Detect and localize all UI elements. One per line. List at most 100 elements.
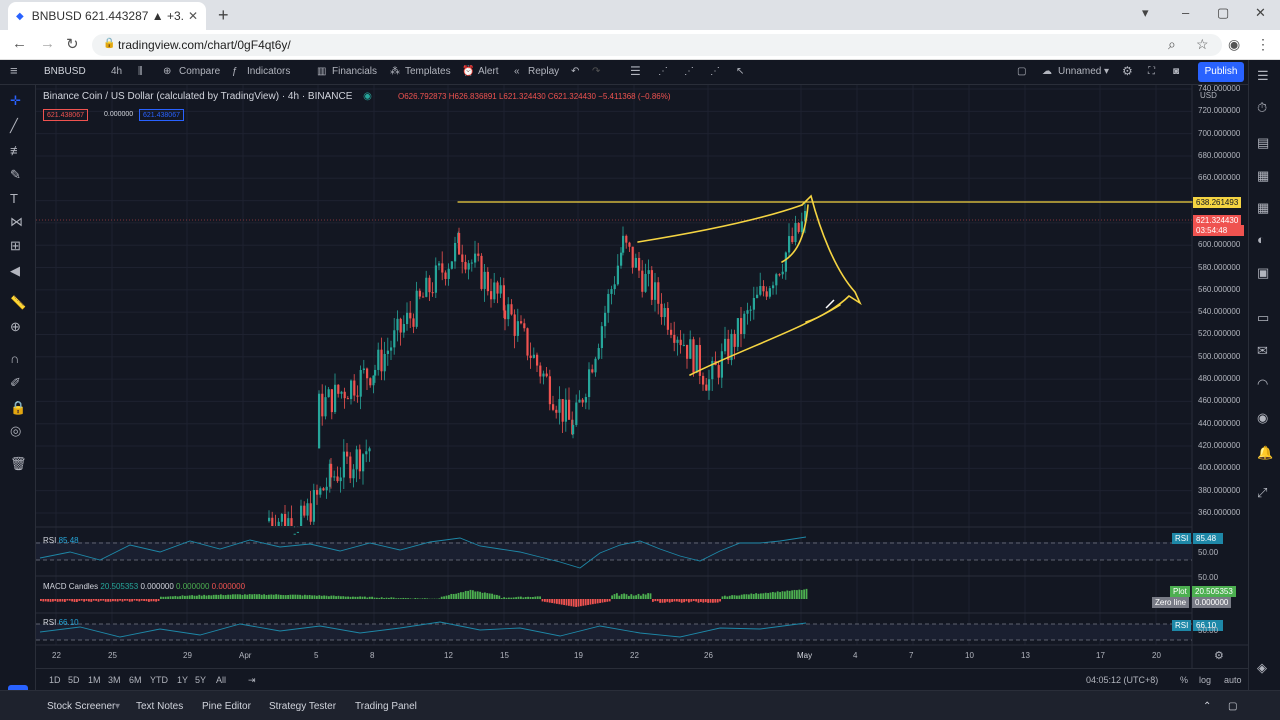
draw-icon-3[interactable]: ⋰ [710,66,720,77]
cloud-icon[interactable]: ☁ [1042,66,1052,77]
cursor-icon[interactable]: ↖ [736,66,745,77]
range-5d[interactable]: 5D [68,675,80,685]
templates-icon[interactable]: ⁂ [390,66,400,77]
maximize-icon[interactable]: ▢ [1217,5,1230,20]
profile-dropdown-icon[interactable]: ▾ [1142,5,1149,20]
templates-button[interactable]: Templates [405,66,451,77]
layout-grid-icon[interactable]: ▢ [1017,66,1027,77]
price-chart[interactable] [36,85,1248,690]
range-3m[interactable]: 3M [108,675,121,685]
browser-menu-icon[interactable]: ⋮ [1256,36,1270,52]
close-window-icon[interactable]: ✕ [1255,5,1266,20]
stock-screener-dropdown-icon[interactable]: ▾ [115,701,121,712]
extension-icon[interactable]: ◉ [1228,36,1241,52]
range-1d[interactable]: 1D [49,675,61,685]
alerts-clock-icon[interactable]: ⏱ [1257,100,1268,115]
eye-icon[interactable]: ◎ [10,423,22,438]
lock-icon[interactable]: 🔒 [103,38,116,49]
notifications-bell-icon[interactable]: 🔔 [1257,445,1274,460]
watchlist-icon[interactable]: ☰ [1257,68,1269,83]
financials-button[interactable]: Financials [332,66,378,77]
settings-gear-icon[interactable]: ⚙ [1122,64,1133,78]
tab-pine-editor[interactable]: Pine Editor [202,701,251,712]
camera-icon[interactable]: ◙ [1173,66,1180,77]
text-icon[interactable]: T [10,191,18,206]
indicators-icon[interactable]: ƒ [232,66,238,77]
financials-icon[interactable]: ▥ [317,66,327,77]
prediction-icon[interactable]: ⊞ [10,238,21,253]
replay-icon[interactable]: « [514,66,520,77]
url-field[interactable]: tradingview.com/chart/0gF4qt6y/ [92,34,1222,56]
zoom-icon[interactable]: ⌕ [1168,36,1176,52]
range-5y[interactable]: 5Y [195,675,207,685]
chat-icon[interactable]: ▭ [1257,310,1270,325]
fullscreen-icon[interactable]: ⛶ [1148,66,1155,77]
data-window-icon[interactable]: ▤ [1257,135,1270,150]
crosshair-icon[interactable]: ✛ [10,93,21,108]
range-6m[interactable]: 6M [129,675,142,685]
hotlists-icon[interactable]: ▦ [1257,168,1270,183]
interval-button[interactable]: 4h [111,66,123,77]
ruler-icon[interactable]: 📏 [10,295,27,310]
replay-button[interactable]: Replay [528,66,560,77]
trend-line-icon[interactable]: ╱ [10,118,18,133]
brush-icon[interactable]: ✎ [10,167,21,182]
redo-icon[interactable]: ↷ [592,66,601,77]
sell-price-box[interactable]: 621.438067 [43,109,88,121]
back-arrow-icon[interactable]: ◀ [10,263,20,278]
layers-icon[interactable]: ◈ [1257,660,1267,675]
layout-dropdown-icon[interactable]: ▾ [1104,66,1110,77]
range-ytd[interactable]: YTD [150,675,168,685]
rsi-1-legend[interactable]: RSI 85.48 [43,536,79,545]
browser-tab[interactable]: ◆ BNBUSD 621.443287 ▲ +3.52% U ✕ [8,2,206,30]
tab-text-notes[interactable]: Text Notes [136,701,184,712]
alert-icon[interactable]: ⏰ [462,66,475,77]
lock-drawings-icon[interactable]: 🔒 [10,400,27,415]
chart-legend[interactable]: Binance Coin / US Dollar (calculated by … [43,91,372,102]
collapse-panel-icon[interactable]: ⌃ [1203,701,1212,712]
close-tab-icon[interactable]: ✕ [187,9,198,23]
new-tab-button[interactable]: + [218,5,229,25]
compare-button[interactable]: Compare [179,66,221,77]
draw-icon-2[interactable]: ⋰ [684,66,694,77]
stay-drawing-icon[interactable]: ✐ [10,375,21,390]
goto-date-icon[interactable]: ⇥ [248,675,256,685]
tab-stock-screener[interactable]: Stock Screener [47,701,116,712]
compare-icon[interactable]: ⊕ [163,66,172,77]
broadcast-icon[interactable]: ◉ [1257,410,1269,425]
signals-icon[interactable]: ◠ [1257,376,1269,391]
back-icon[interactable]: ← [12,35,27,52]
macd-legend[interactable]: MACD Candles 20.505353 0.000000 0.000000… [43,582,246,591]
tab-trading-panel[interactable]: Trading Panel [355,701,417,712]
undo-icon[interactable]: ↶ [571,66,580,77]
ideas-icon[interactable]: ◐ [1257,232,1265,247]
forward-icon[interactable]: → [40,35,55,52]
publish-button[interactable]: Publish [1198,62,1244,82]
buy-price-box[interactable]: 621.438067 [139,109,184,121]
maximize-panel-icon[interactable]: ▢ [1228,701,1238,712]
alert-button[interactable]: Alert [478,66,499,77]
rsi-2-legend[interactable]: RSI 66.10 [43,618,79,627]
minimize-icon[interactable]: – [1182,5,1190,20]
calendar-icon[interactable]: ▦ [1257,200,1270,215]
draw-icon-1[interactable]: ⋰ [658,66,668,77]
log-toggle[interactable]: log [1199,675,1212,685]
tab-strategy-tester[interactable]: Strategy Tester [269,701,337,712]
indicators-button[interactable]: Indicators [247,66,291,77]
main-menu-icon[interactable]: ≡ [10,63,18,78]
trash-icon[interactable]: 🗑 [10,456,27,471]
bookmark-star-icon[interactable]: ☆ [1196,36,1209,52]
auto-toggle[interactable]: auto [1224,675,1242,685]
candles-style-icon[interactable]: ⫼ [138,66,143,77]
layout-name[interactable]: Unnamed [1058,66,1102,77]
messages-icon[interactable]: ✉ [1257,343,1268,358]
clock[interactable]: 04:05:12 (UTC+8) [1086,675,1159,685]
layout-lines-icon[interactable]: ☰ [630,64,641,78]
range-all[interactable]: All [216,675,227,685]
fib-icon[interactable]: ≢ [10,143,23,158]
percent-toggle[interactable]: % [1180,675,1189,685]
reload-icon[interactable]: ↻ [66,36,79,53]
magnet-icon[interactable]: ∩ [10,351,20,366]
expand-panel-icon[interactable]: ⤢ [1257,485,1268,500]
zoom-in-icon[interactable]: ⊕ [10,319,21,334]
